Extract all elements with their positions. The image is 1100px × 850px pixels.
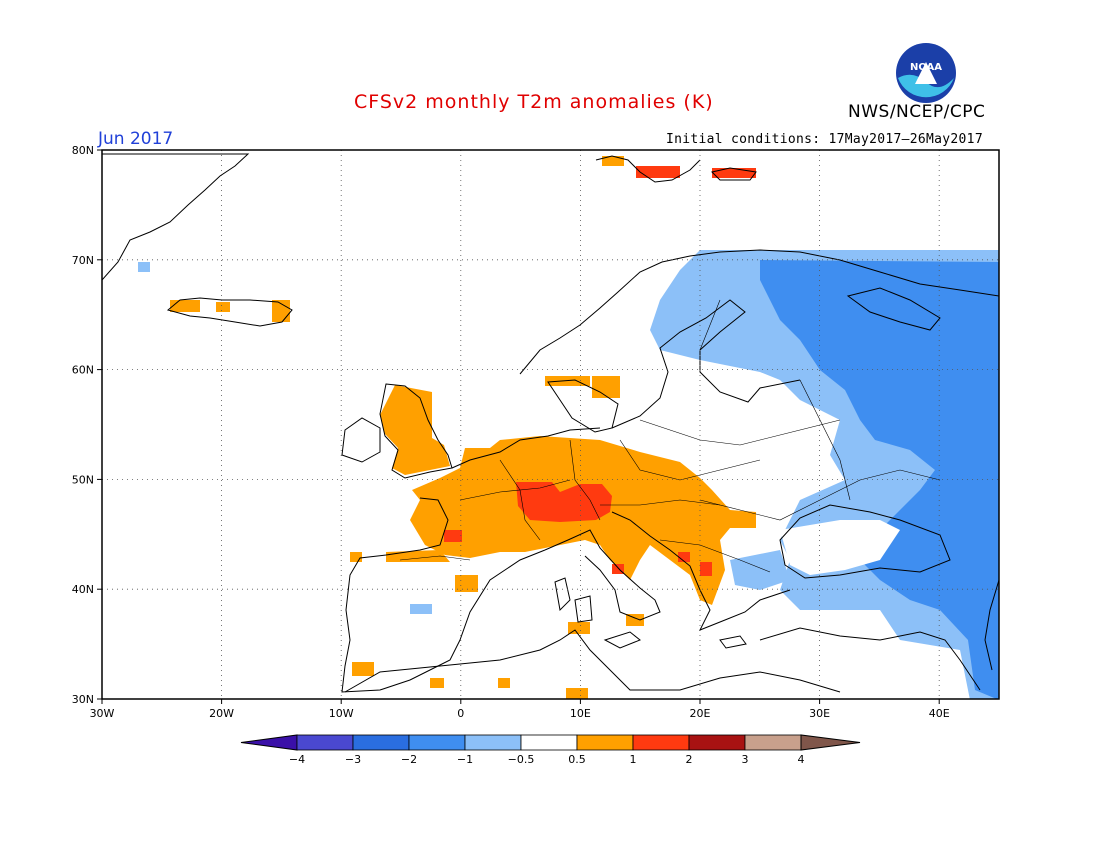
anomaly-area-orange-uk: [380, 385, 450, 475]
lon-tick-label: 20W: [209, 707, 234, 720]
country-borders: [399, 299, 941, 573]
colorbar-arrow-low: [240, 734, 298, 751]
agency-label: NWS/NCEP/CPC: [848, 102, 986, 122]
colorbar-label: 4: [798, 753, 805, 766]
anomaly-area-orange-iceland-3: [216, 302, 230, 312]
lon-tick-label: 40E: [929, 707, 950, 720]
map-frame: [101, 149, 1000, 700]
colorbar-label: 2: [686, 753, 693, 766]
anomaly-area-red-svalbard-2: [712, 168, 756, 178]
anomaly-area-orange-morocco: [352, 662, 374, 676]
lon-tick-label: 10E: [570, 707, 591, 720]
colorbar-label: −1: [457, 753, 473, 766]
anomaly-area-orange-spain-3: [455, 575, 478, 592]
black-sea-white: [780, 520, 900, 575]
lon-tick-label: 30E: [809, 707, 830, 720]
lon-tick-label: 20E: [690, 707, 711, 720]
initial-conditions: Initial conditions: 17May2017–26May2017: [666, 132, 983, 147]
colorbar-arrow-high: [800, 734, 861, 751]
lon-tick-label: 30W: [90, 707, 115, 720]
anomaly-area-red-alps: [516, 482, 612, 522]
anomaly-area-orange-algeria: [430, 678, 444, 688]
lat-tick-label: 30N: [72, 693, 94, 706]
svg-text:NOAA: NOAA: [910, 62, 942, 73]
anomaly-area-light-blue: [650, 250, 999, 699]
colorbar-label: 0.5: [568, 753, 586, 766]
lon-tick-label: 10W: [329, 707, 354, 720]
anomaly-area-orange-iceland: [170, 300, 200, 312]
anomaly-area-orange-europe: [410, 436, 756, 605]
anomaly-area-orange-sicily: [626, 614, 644, 626]
colorbar-label: −3: [345, 753, 361, 766]
colorbar-swatch: [632, 734, 690, 751]
anomaly-area-orange-svalbard: [602, 156, 624, 166]
lon-tick-label: 0: [457, 707, 464, 720]
lat-tick-label: 40N: [72, 583, 94, 596]
anomaly-area-light-blue-4: [138, 262, 150, 272]
anomaly-area-orange-spain-2: [350, 552, 362, 562]
anomaly-area-red-balkans-2: [700, 562, 712, 576]
noaa-logo-icon: NOAA: [896, 43, 956, 103]
forecast-month: Jun 2017: [98, 129, 174, 149]
colorbar-label: −0.5: [508, 753, 535, 766]
anomaly-area-blue: [760, 260, 999, 699]
anomaly-area-red-svalbard: [636, 166, 680, 178]
colorbar-swatch: [688, 734, 746, 751]
anomaly-area-red-france: [444, 530, 462, 542]
lat-tick-label: 50N: [72, 473, 94, 486]
anomaly-cells: [138, 156, 999, 699]
map-title: CFSv2 monthly T2m anomalies (K): [354, 91, 714, 113]
anomaly-area-red-balkans: [678, 552, 690, 562]
coastlines: [102, 153, 999, 693]
graticule: [102, 150, 999, 699]
anomaly-area-light-blue-2: [730, 550, 790, 590]
colorbar-swatch: [296, 734, 354, 751]
anomaly-area-orange-norway-2: [592, 376, 620, 398]
anomaly-area-orange-iceland-2: [272, 300, 290, 322]
lat-tick-label: 60N: [72, 364, 94, 377]
colorbar-label: 1: [630, 753, 637, 766]
colorbar-swatch: [576, 734, 634, 751]
colorbar-swatch: [520, 734, 578, 751]
colorbar-label: −2: [401, 753, 417, 766]
anomaly-area-orange-libya: [566, 688, 588, 699]
colorbar-label: −4: [289, 753, 305, 766]
anomaly-area-orange-spain: [386, 550, 450, 562]
colorbar-swatch: [408, 734, 466, 751]
colorbar-label: 3: [742, 753, 749, 766]
lat-tick-label: 70N: [72, 254, 94, 267]
colorbar: −4 −3 −2 −1 −0.5 0.5 1 2 3 4: [240, 734, 861, 766]
lat-tick-label: 80N: [72, 144, 94, 157]
anomaly-area-orange-tunisia: [568, 622, 590, 634]
colorbar-swatch: [744, 734, 802, 751]
anomaly-area-orange-norway: [545, 376, 590, 386]
anomaly-area-orange-algeria-2: [498, 678, 510, 688]
colorbar-swatch: [464, 734, 522, 751]
anomaly-area-light-blue-3: [410, 604, 432, 614]
anomaly-area-red-italy: [612, 564, 624, 574]
colorbar-swatch: [352, 734, 410, 751]
